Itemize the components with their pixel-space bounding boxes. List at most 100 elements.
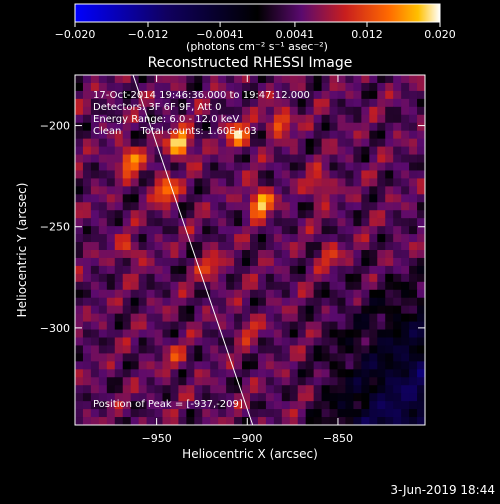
heatmap-cell [409,281,418,291]
heatmap-cell [154,170,163,179]
heatmap-cell [250,218,259,227]
heatmap-cell [154,106,163,116]
heatmap-cell [257,401,267,410]
heatmap-cell [417,178,425,187]
heatmap-cell [82,186,92,195]
heatmap-cell [210,313,219,322]
heatmap-cell [114,337,124,346]
heatmap-cell [162,210,171,219]
heatmap-cell [321,106,330,116]
heatmap-cell [75,369,84,378]
heatmap-cell [90,234,100,243]
heatmap-cell [385,75,394,84]
heatmap-cell [98,393,108,402]
heatmap-cell [234,385,243,394]
heatmap-cell [369,130,378,140]
heatmap-cell [361,250,370,259]
heatmap-cell [321,417,330,425]
heatmap-cell [82,401,92,410]
heatmap-cell [202,130,211,140]
heatmap-cell [226,417,235,425]
heatmap-cell [417,409,425,418]
heatmap-cell [122,114,132,124]
heatmap-cell [242,210,251,219]
heatmap-cell [218,202,227,211]
heatmap-cell [234,170,243,179]
heatmap-cell [377,273,386,283]
heatmap-cell [393,138,402,147]
heatmap-cell [154,82,163,92]
heatmap-cell [337,345,346,354]
heatmap-cell [226,242,235,251]
heatmap-cell [114,265,124,275]
heatmap-cell [210,281,219,291]
heatmap-cell [130,194,140,203]
heatmap-cell [377,305,386,315]
heatmap-cell [122,170,132,179]
heatmap-cell [345,226,354,235]
heatmap-cell [273,242,283,251]
heatmap-cell [242,130,251,140]
heatmap-cell [154,242,163,251]
colorbar-tick-label: −0.0041 [196,28,244,41]
heatmap-cell [226,385,235,394]
heatmap-cell [273,305,283,315]
heatmap-cell [75,114,84,124]
heatmap-cell [114,361,124,370]
heatmap-cell [178,186,187,195]
heatmap-cell [186,273,195,283]
heatmap-cell [393,146,402,155]
heatmap-cell [250,250,259,259]
heatmap-cell [218,393,227,402]
heatmap-cell [122,417,132,425]
heatmap-cell [377,122,386,132]
heatmap-cell [226,289,235,299]
heatmap-cell [289,409,299,418]
heatmap-cell [401,417,410,425]
heatmap-cell [305,75,315,84]
heatmap-cell [154,409,163,418]
heatmap-cell [369,393,378,402]
heatmap-cell [401,90,410,100]
heatmap-cell [353,218,362,227]
heatmap-cell [353,321,362,330]
heatmap-cell [297,385,307,394]
heatmap-cell [90,114,100,124]
heatmap-cell [210,218,219,227]
heatmap-cell [98,194,108,203]
heatmap-cell [409,377,418,386]
heatmap-cell [114,106,124,116]
heatmap-cell [265,75,275,84]
heatmap-cell [178,218,187,227]
heatmap-cell [273,114,283,124]
heatmap-cell [329,146,338,155]
heatmap-cell [401,337,410,346]
heatmap-cell [82,305,92,315]
heatmap-cell [361,75,370,84]
heatmap-cell [114,122,124,132]
heatmap-cell [146,265,155,275]
heatmap-cell [281,162,291,171]
heatmap-cell [281,242,291,251]
heatmap-cell [210,146,219,155]
heatmap-cell [210,210,219,219]
heatmap-cell [186,218,195,227]
heatmap-cell [385,345,394,354]
heatmap-cell [138,393,147,402]
heatmap-cell [345,297,354,307]
heatmap-cell [361,186,370,195]
heatmap-cell [194,329,203,338]
heatmap-cell [122,401,132,410]
heatmap-cell [361,242,370,251]
heatmap-cell [265,202,275,211]
heatmap-cell [250,138,259,147]
limb-line [132,75,254,425]
heatmap-cell [377,385,386,394]
heatmap-cell [234,401,243,410]
heatmap-cell [170,218,179,227]
heatmap-cell [273,417,283,425]
heatmap-cell [321,162,330,171]
heatmap-cell [265,98,275,108]
heatmap-cell [313,98,322,108]
heatmap-cell [114,353,124,362]
